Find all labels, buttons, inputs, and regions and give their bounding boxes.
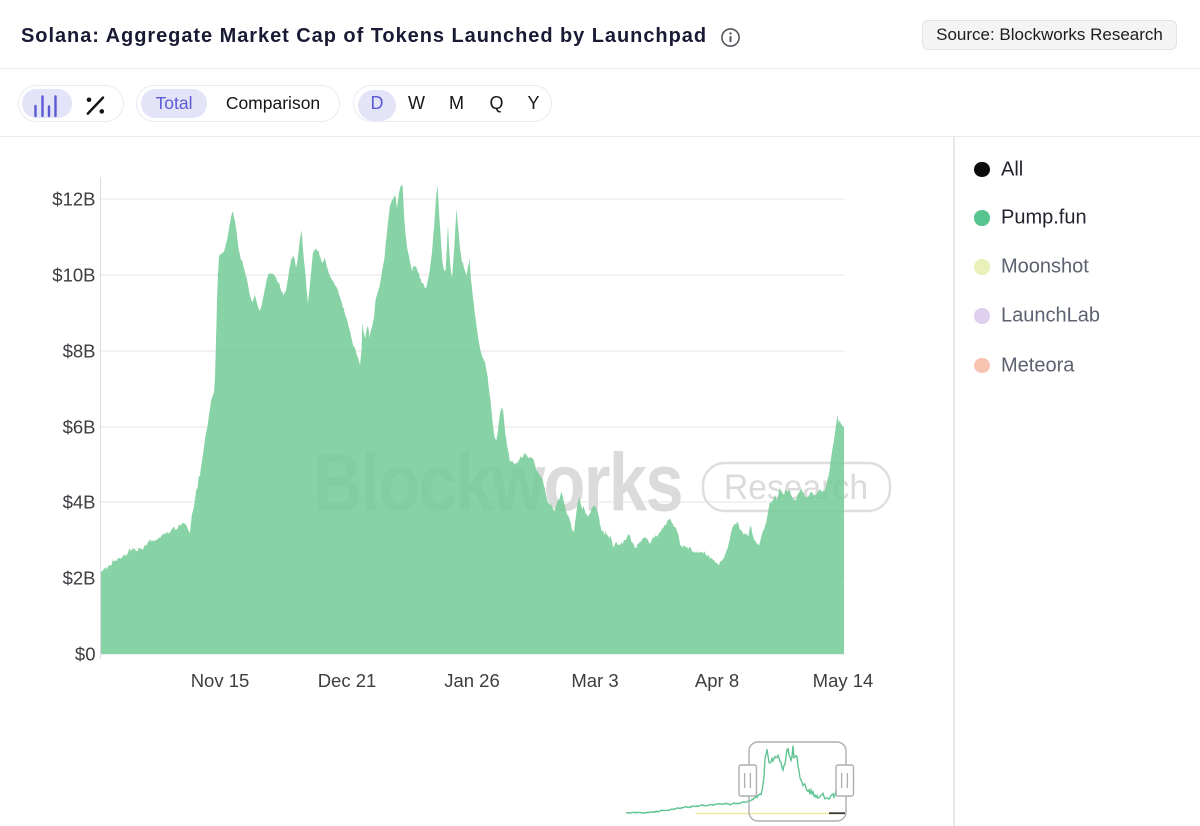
svg-text:$8B: $8B [63, 341, 96, 362]
svg-text:May 14: May 14 [813, 670, 874, 691]
svg-text:$4B: $4B [63, 492, 96, 513]
svg-text:$6B: $6B [63, 417, 96, 438]
svg-text:$0: $0 [75, 644, 96, 665]
svg-text:$12B: $12B [52, 189, 95, 210]
svg-text:Mar 3: Mar 3 [571, 670, 618, 691]
svg-text:Jan 26: Jan 26 [444, 670, 500, 691]
svg-text:$2B: $2B [63, 568, 96, 589]
svg-text:$10B: $10B [52, 265, 95, 286]
svg-text:Dec 21: Dec 21 [318, 670, 377, 691]
svg-text:Nov 15: Nov 15 [191, 670, 250, 691]
svg-text:Apr 8: Apr 8 [695, 670, 739, 691]
